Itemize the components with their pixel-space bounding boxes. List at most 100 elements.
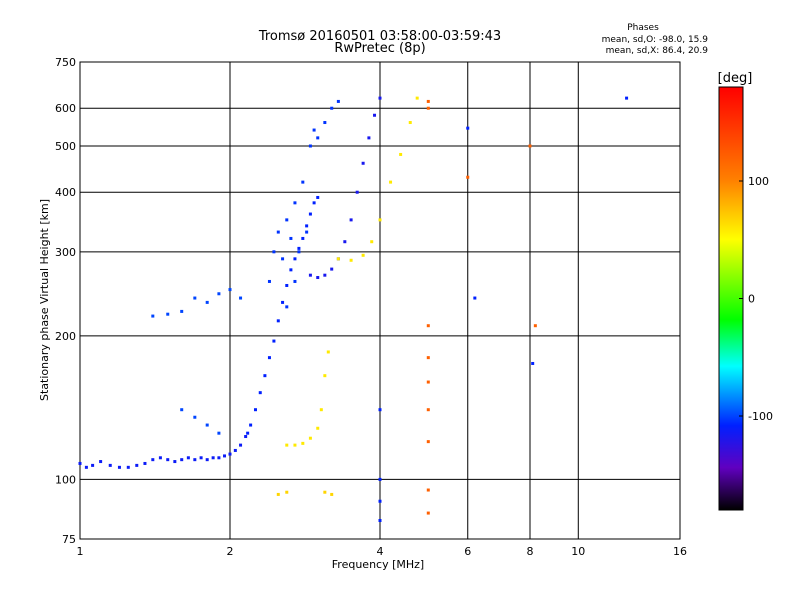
legend-title: Phases — [627, 23, 659, 33]
echo-point — [158, 456, 162, 460]
echo-point — [281, 300, 285, 304]
echo-point — [228, 288, 232, 292]
echo-point — [244, 435, 248, 439]
echo-point — [426, 511, 430, 515]
echo-point — [180, 408, 184, 412]
echo-point — [312, 128, 316, 132]
colorbar-ticks: 100 0 -100 — [739, 175, 773, 423]
echo-point — [276, 492, 280, 496]
echo-point — [349, 258, 353, 262]
echo-point — [323, 121, 327, 125]
echo-point — [258, 391, 262, 395]
echo-point — [217, 456, 221, 460]
echo-point — [301, 441, 305, 445]
y-tick-label: 500 — [55, 140, 76, 153]
echo-point — [239, 296, 243, 300]
echo-point — [426, 324, 430, 328]
echo-point — [625, 96, 629, 100]
echo-point — [180, 309, 184, 313]
echo-point — [173, 460, 177, 464]
echo-point — [319, 408, 323, 412]
echo-point — [135, 463, 139, 467]
echo-point — [293, 279, 297, 283]
echo-point — [316, 276, 320, 280]
y-tick-label: 400 — [55, 186, 76, 199]
echo-point — [253, 408, 257, 412]
echo-point — [276, 230, 280, 234]
echo-point — [378, 408, 382, 412]
echo-point — [408, 121, 412, 125]
echo-point — [217, 292, 221, 296]
echo-point — [117, 465, 121, 469]
echo-point — [305, 230, 309, 234]
echo-point — [193, 415, 197, 419]
echo-point — [293, 201, 297, 205]
echo-point — [166, 458, 170, 462]
echo-point — [281, 257, 285, 261]
y-tick-label: 75 — [62, 533, 76, 546]
echo-point — [316, 426, 320, 430]
chart-title-line1: Tromsø 20160501 03:58:00-03:59:43 — [258, 29, 501, 44]
colorbar-label: [deg] — [718, 71, 753, 86]
echo-point — [151, 314, 155, 318]
y-axis-label: Stationary phase Virtual Height [km] — [38, 199, 51, 401]
echo-point — [308, 144, 312, 148]
echo-point — [531, 361, 535, 365]
echo-point — [99, 460, 103, 464]
echo-point — [389, 180, 393, 184]
colorbar-tick-label: 100 — [748, 175, 769, 188]
echo-point — [323, 273, 327, 277]
echo-point — [399, 152, 403, 156]
echo-point — [355, 190, 359, 194]
echo-point — [528, 144, 532, 148]
echo-point — [373, 113, 377, 117]
x-tick-label: 2 — [227, 545, 234, 558]
echo-point — [217, 431, 221, 435]
echo-point — [205, 423, 209, 427]
echo-point — [205, 458, 209, 462]
echo-point — [246, 431, 250, 435]
echo-point — [211, 456, 215, 460]
echo-point — [267, 356, 271, 360]
echo-point — [312, 201, 316, 205]
echo-point — [466, 175, 470, 179]
x-tick-label: 16 — [673, 545, 687, 558]
echo-point — [272, 339, 276, 343]
y-tick-label: 300 — [55, 246, 76, 259]
echo-point — [378, 96, 382, 100]
echo-point — [193, 296, 197, 300]
legend-x-mode-stats: mean, sd,X: 86.4, 20.9 — [606, 46, 709, 56]
echo-point — [336, 99, 340, 103]
echo-point — [466, 126, 470, 130]
echo-point — [308, 273, 312, 277]
echo-point — [276, 319, 280, 323]
echo-point — [301, 236, 305, 240]
y-tick-labels: 75 100 200 300 400 500 600 750 — [55, 56, 76, 546]
echo-point — [285, 443, 289, 447]
x-tick-labels: 1 2 4 6 8 10 16 — [77, 545, 688, 558]
echo-point — [289, 236, 293, 240]
echo-point — [361, 253, 365, 257]
echo-point — [151, 458, 155, 462]
echo-point — [297, 246, 301, 250]
echo-point — [330, 267, 334, 271]
echo-point — [336, 257, 340, 261]
y-tick-label: 100 — [55, 473, 76, 486]
echo-point — [199, 456, 203, 460]
x-tick-label: 10 — [571, 545, 585, 558]
grid-lines — [80, 62, 680, 539]
echo-point — [267, 279, 271, 283]
x-tick-label: 4 — [377, 545, 384, 558]
echo-point — [193, 458, 197, 462]
echo-point — [293, 443, 297, 447]
echo-point — [378, 477, 382, 481]
echo-point — [91, 463, 95, 467]
echo-point — [205, 300, 209, 304]
echo-point — [285, 218, 289, 222]
echo-point — [108, 463, 112, 467]
echo-point — [233, 448, 237, 452]
echo-point — [285, 490, 289, 494]
echo-point — [143, 461, 147, 465]
legend-o-mode-stats: mean, sd,O: -98.0, 15.9 — [602, 35, 709, 45]
echo-point — [426, 380, 430, 384]
